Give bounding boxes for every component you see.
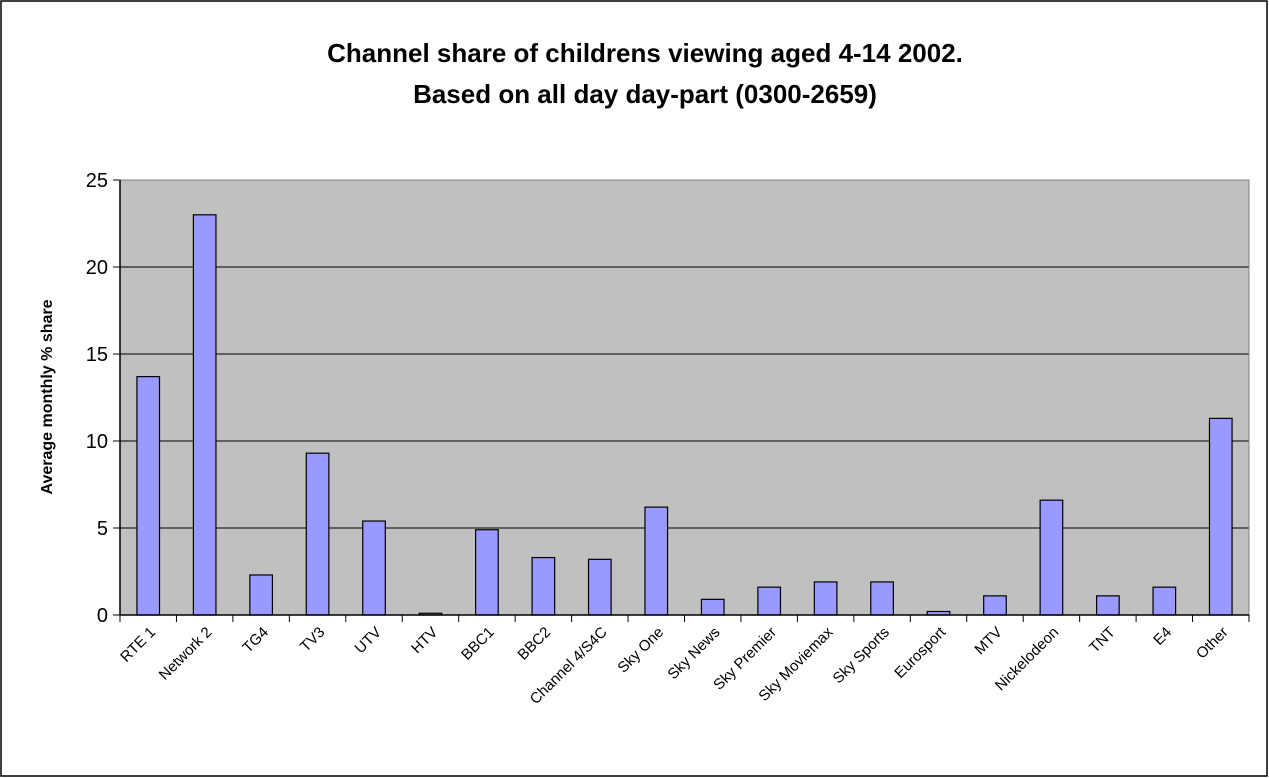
bar xyxy=(136,376,161,616)
bar xyxy=(644,506,669,616)
y-tick-labels: 0 5 10 15 20 25 xyxy=(86,170,108,627)
y-tick-label: 0 xyxy=(97,605,108,627)
y-tick-label: 10 xyxy=(86,431,108,453)
bar xyxy=(1039,499,1064,616)
axes xyxy=(113,179,1250,622)
bar xyxy=(1208,417,1233,616)
chart-title-line-2: Based on all day day-part (0300-2659) xyxy=(413,79,877,109)
bar xyxy=(983,595,1007,616)
bar xyxy=(475,529,499,616)
bar xyxy=(305,452,330,616)
bar xyxy=(813,581,838,616)
y-axis-label: Average monthly % share xyxy=(39,299,56,494)
bar xyxy=(587,558,612,616)
bar xyxy=(531,556,556,616)
y-tick-label: 5 xyxy=(97,518,108,540)
chart-title-line-1: Channel share of childrens viewing aged … xyxy=(327,38,963,68)
bar xyxy=(757,586,782,616)
bar xyxy=(870,581,894,616)
bar xyxy=(362,520,386,616)
bar xyxy=(1152,586,1177,616)
y-tick-label: 15 xyxy=(86,344,108,366)
y-tick-label: 25 xyxy=(86,170,108,192)
bar xyxy=(192,214,217,616)
bars xyxy=(136,214,1233,616)
bar xyxy=(1095,595,1120,616)
plot-area xyxy=(120,180,1249,615)
y-tick-label: 20 xyxy=(86,257,108,279)
bar xyxy=(249,574,274,616)
bar xyxy=(700,598,725,616)
